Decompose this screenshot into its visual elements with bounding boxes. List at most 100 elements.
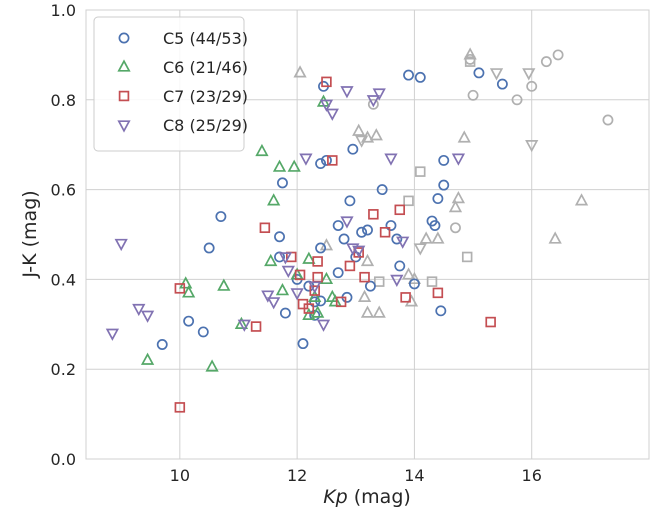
data-point [179,276,193,289]
excluded-point [602,114,614,126]
data-point [319,271,334,285]
data-point [182,285,196,298]
x-tick-label: 10 [170,466,190,485]
data-point [302,251,316,264]
data-point [372,88,386,101]
data-point [264,253,278,267]
data-point [400,292,411,303]
data-point [315,242,327,254]
excluded-point [404,294,419,307]
data-point [234,316,249,329]
data-point [338,233,350,245]
data-point [346,243,360,256]
y-tick-label: 1.0 [51,1,76,20]
y-axis-label: J-K (mag) [19,190,41,278]
data-point [473,67,485,79]
data-point [267,193,281,206]
excluded-point [552,49,564,61]
data-point [287,159,301,172]
excluded-point [574,193,589,206]
data-point [379,227,391,238]
excluded-point [457,130,471,143]
y-tick-label: 0.8 [51,91,76,110]
data-point [394,204,406,216]
data-point [435,305,447,317]
data-point [261,290,275,303]
data-point [311,305,325,318]
legend-label: C6 (21/46) [163,58,248,77]
data-point [215,211,227,222]
data-point [303,303,315,314]
legend-marker [118,90,130,102]
data-point [366,95,380,108]
data-points [105,67,508,413]
data-point [390,274,404,287]
data-point [364,280,376,292]
data-point [174,283,186,294]
data-point [308,289,322,303]
data-point [347,143,359,155]
data-point [362,224,373,236]
data-point [132,303,146,317]
data-point [384,153,398,166]
excluded-point [522,68,536,81]
data-point [391,233,403,245]
data-point [259,222,271,234]
data-point [429,220,441,231]
excluded-point [360,305,375,318]
data-point [205,359,219,372]
data-point [183,315,195,327]
excluded-point [352,123,366,136]
excluded-point [403,195,414,207]
data-point [140,352,155,365]
excluded-point [369,128,383,141]
legend-marker [117,120,131,133]
data-point [320,154,332,166]
excluded-point [426,276,438,287]
data-point [277,177,288,189]
data-point [403,69,415,81]
tick-labels: 10 12 14 16 0.0 0.2 0.4 0.6 0.8 1.0 [51,1,542,485]
data-point [197,326,209,338]
data-point [328,294,342,307]
data-point [319,99,334,112]
excluded-points [293,47,614,318]
legend-label: C7 (23/29) [163,87,248,106]
data-point [385,220,397,231]
excluded-point [293,65,307,78]
data-point [237,319,251,332]
data-point [309,285,320,296]
excluded-point [450,222,461,234]
y-tick-label: 0.6 [51,181,76,200]
data-point [279,307,291,319]
data-point [344,195,356,207]
data-point [250,321,262,332]
excluded-point [373,276,385,287]
data-point [290,288,304,301]
data-point [451,153,466,166]
excluded-point [464,56,476,67]
data-point [432,287,444,299]
data-point [297,338,309,350]
excluded-point [467,89,479,101]
y-tick-label: 0.2 [51,360,76,379]
data-point [340,86,354,99]
data-point [332,220,344,231]
data-point [105,328,120,341]
data-point [432,193,444,205]
data-point [275,283,290,296]
excluded-point [540,56,552,68]
data-point [340,216,354,229]
legend: C5 (44/53) C6 (21/46) C7 (23/29) C8 (25/29) [93,16,248,152]
data-point [438,179,450,191]
data-point [114,238,128,252]
data-point [312,256,323,267]
excluded-point [451,190,466,204]
excluded-point [431,231,445,244]
legend-box [93,16,245,152]
data-point [281,265,295,279]
data-point [156,339,168,350]
excluded-point [526,80,538,92]
excluded-point [463,47,477,60]
data-point [414,71,426,83]
